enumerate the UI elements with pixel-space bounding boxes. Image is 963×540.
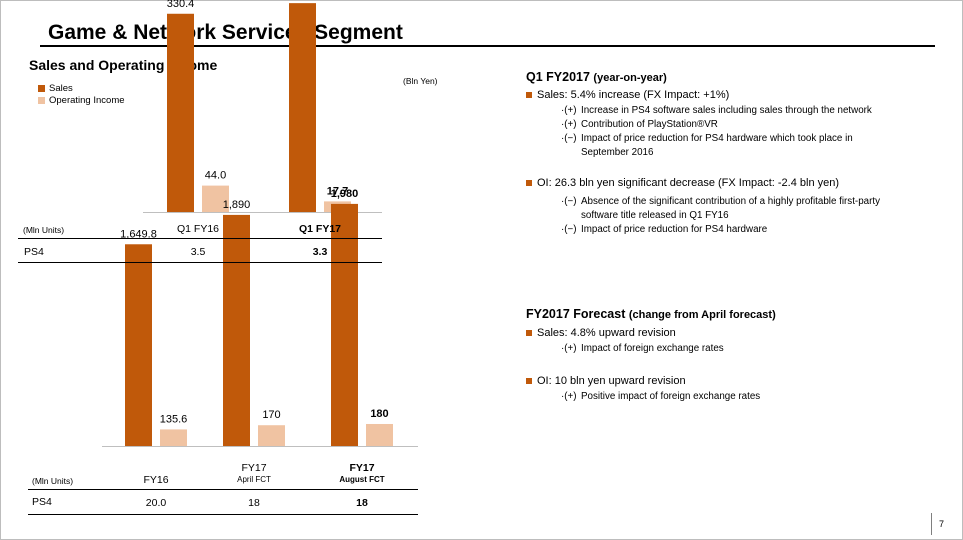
q1-oi-item-2-text: Impact of price reduction for PS4 hardwa… xyxy=(581,224,768,235)
table1-bottom-rule xyxy=(18,262,382,263)
table2-cell-fy16: 20.0 xyxy=(145,497,167,509)
q1-oi-item-2: ·(−) Impact of price reduction for PS4 h… xyxy=(561,223,921,237)
fy-oi-bullet-text: OI: 10 bln yen upward revision xyxy=(537,375,686,387)
unit-note: (Bln Yen) xyxy=(403,76,438,86)
table1-cell-q1fy16: 3.5 xyxy=(190,246,206,258)
fy-oi-item-1: ·(+) Positive impact of foreign exchange… xyxy=(561,390,881,404)
fy-oi-bullet: OI: 10 bln yen upward revision xyxy=(526,375,686,387)
chart2-oi-bar xyxy=(160,429,187,446)
q1-oi-item-1: ·(−) Absence of the significant contribu… xyxy=(561,195,916,223)
chart2-oi-bar xyxy=(366,423,393,446)
q1-oi-bullet-text: OI: 26.3 bln yen significant decrease (F… xyxy=(537,177,840,189)
table2-row-label: PS4 xyxy=(32,496,52,508)
fy-heading-sub: (change from April forecast) xyxy=(628,309,776,321)
table1-row-label: PS4 xyxy=(24,246,44,258)
table1-unit-label: (Mln Units) xyxy=(23,225,65,235)
chart2-sales-label: 1,649.8 xyxy=(120,228,157,240)
q1-heading-main: Q1 FY2017 xyxy=(526,70,590,84)
chart1-oi-bar xyxy=(202,185,229,212)
q1-heading-sub: (year-on-year) xyxy=(593,72,667,84)
fy-sales-item-1-text: Impact of foreign exchange rates xyxy=(581,343,724,354)
table2-category-fy17-april-main: FY17 xyxy=(241,462,267,474)
q1-sales-item-1-mark: ·(+) xyxy=(561,105,577,116)
q1-sales-item-3-mark: ·(−) xyxy=(561,133,577,144)
legend-label-sales: Sales xyxy=(49,82,73,94)
q1-oi-item-1-mark: ·(−) xyxy=(561,196,577,207)
table1-cell-q1fy17: 3.3 xyxy=(312,246,328,258)
q1-sales-item-2-text: Contribution of PlayStation®VR xyxy=(581,119,718,130)
q1-sales-item-3-text: Impact of price reduction for PS4 hardwa… xyxy=(581,133,853,158)
q1-oi-bullet: OI: 26.3 bln yen significant decrease (F… xyxy=(526,177,839,189)
chart1-sales-label: 330.4 xyxy=(167,0,195,10)
table1-category-q1fy17: Q1 FY17 xyxy=(298,223,342,235)
legend-label-operating-income: Operating Income xyxy=(49,95,125,107)
fy-oi-item-1-text: Positive impact of foreign exchange rate… xyxy=(581,391,761,402)
fy-sales-item-1-mark: ·(+) xyxy=(561,343,577,354)
table2-category-fy17-august-sub: August FCT xyxy=(339,475,385,484)
table2-category-fy17-august-main: FY17 xyxy=(349,462,375,474)
table2-cell-fy17-august: 18 xyxy=(356,497,368,509)
bullet-square-icon xyxy=(526,92,532,98)
legend-swatch-sales xyxy=(38,84,45,92)
chart2-sales-bar xyxy=(223,214,250,446)
table2-cell-fy17-april: 18 xyxy=(248,497,260,509)
chart-legend: Sales Operating Income xyxy=(38,82,125,107)
fy-sales-bullet-text: Sales: 4.8% upward revision xyxy=(537,327,676,339)
chart2-sales-bar xyxy=(125,244,152,446)
legend-item-sales: Sales xyxy=(38,82,125,95)
bullet-square-icon xyxy=(526,180,532,186)
table2-divider xyxy=(28,489,418,490)
q1-sales-item-2: ·(+) Contribution of PlayStation®VR xyxy=(561,118,921,132)
q1-sales-item-3: ·(−) Impact of price reduction for PS4 h… xyxy=(561,132,901,160)
table1-category-q1fy16: Q1 FY16 xyxy=(176,223,220,235)
page-number-rule xyxy=(931,513,932,535)
chart1-sales-bar xyxy=(167,13,194,213)
chart2-oi-label: 170 xyxy=(262,409,280,421)
chart1-oi-label: 44.0 xyxy=(205,170,226,182)
chart2-sales-bar xyxy=(331,203,358,446)
legend-swatch-operating-income xyxy=(38,97,45,105)
page-number: 7 xyxy=(939,519,945,529)
table2-category-fy17-august: FY17 August FCT xyxy=(339,463,384,485)
title-rule xyxy=(40,45,935,47)
table2-category-fy16: FY16 xyxy=(143,474,169,486)
table2-category-fy17-april-sub: April FCT xyxy=(237,475,271,484)
table1-divider xyxy=(18,238,382,239)
fy-oi-item-1-mark: ·(+) xyxy=(561,391,577,402)
chart2-oi-label: 135.6 xyxy=(160,413,188,425)
chart2-sales-label: 1,980 xyxy=(331,188,359,200)
bullet-square-icon xyxy=(526,378,532,384)
chart2-oi-bar xyxy=(258,425,285,446)
chart1-oi-label: 17.7 xyxy=(327,185,348,197)
q1-heading: Q1 FY2017 (year-on-year) xyxy=(526,70,667,84)
q1-sales-bullet: Sales: 5.4% increase (FX Impact: +1%) xyxy=(526,89,729,101)
q1-sales-item-2-mark: ·(+) xyxy=(561,119,577,130)
fy-heading: FY2017 Forecast (change from April forec… xyxy=(526,307,776,321)
q1-sales-item-1-text: Increase in PS4 software sales including… xyxy=(581,105,872,116)
chart2-sales-label: 1,890 xyxy=(223,199,251,211)
table2-unit-label: (Mln Units) xyxy=(32,476,74,486)
bullet-square-icon xyxy=(526,330,532,336)
q1-sales-item-1: ·(+) Increase in PS4 software sales incl… xyxy=(561,104,921,118)
chart1-sales-bar xyxy=(289,3,316,213)
q1-oi-item-2-mark: ·(−) xyxy=(561,224,577,235)
q1-sales-bullet-text: Sales: 5.4% increase (FX Impact: +1%) xyxy=(537,89,730,101)
fy-heading-main: FY2017 Forecast xyxy=(526,307,626,321)
table2-category-fy17-april: FY17 April FCT xyxy=(237,463,271,485)
chart2-oi-label: 180 xyxy=(370,408,388,420)
fy-sales-bullet: Sales: 4.8% upward revision xyxy=(526,327,676,339)
table2-bottom-rule xyxy=(28,514,418,515)
fy-sales-item-1: ·(+) Impact of foreign exchange rates xyxy=(561,342,881,356)
legend-item-operating-income: Operating Income xyxy=(38,95,125,108)
q1-oi-item-1-text: Absence of the significant contribution … xyxy=(581,196,880,221)
